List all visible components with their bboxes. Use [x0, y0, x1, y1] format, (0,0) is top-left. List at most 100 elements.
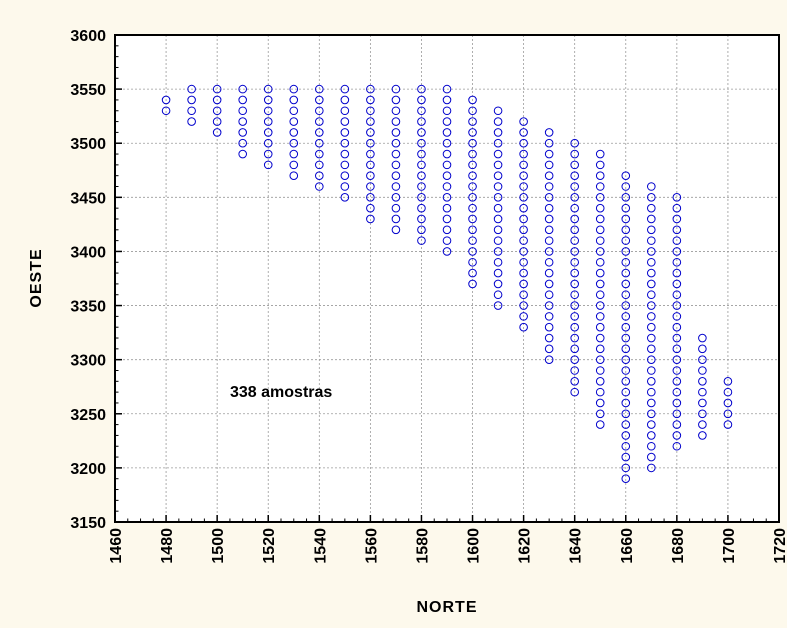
data-point	[723, 409, 733, 419]
data-point	[595, 322, 605, 332]
data-point	[544, 225, 554, 235]
data-point	[468, 247, 477, 256]
data-point	[493, 138, 503, 148]
data-point	[315, 138, 324, 148]
x-tick-label: 1580	[414, 528, 431, 564]
data-point	[570, 366, 579, 375]
data-point	[468, 257, 477, 267]
x-tick-label: 1640	[568, 528, 585, 564]
data-point	[212, 95, 222, 105]
data-point	[647, 366, 656, 375]
data-point	[672, 268, 682, 278]
data-point	[647, 214, 656, 224]
data-point	[519, 149, 528, 159]
data-point	[238, 95, 247, 105]
data-point	[544, 268, 554, 278]
data-point	[647, 236, 656, 245]
data-point	[647, 387, 656, 397]
data-point	[621, 312, 631, 321]
data-point	[340, 84, 350, 94]
data-point	[570, 160, 579, 170]
data-point	[621, 225, 631, 235]
data-point	[366, 128, 375, 137]
data-point	[647, 290, 656, 300]
data-point	[570, 312, 579, 321]
data-point	[570, 344, 579, 354]
data-point	[442, 95, 452, 105]
data-point	[647, 225, 656, 235]
data-point	[544, 203, 554, 213]
data-point	[570, 355, 579, 364]
data-point	[698, 377, 707, 386]
data-point	[391, 182, 401, 191]
x-tick-label: 1480	[159, 528, 176, 564]
data-point	[672, 355, 682, 364]
data-point	[366, 95, 375, 105]
y-tick-label: 3350	[70, 299, 106, 316]
data-point	[468, 182, 477, 191]
data-point	[544, 247, 554, 256]
x-tick-labels: 1460 1480 1500 1520 1540 1560 1580 1600 1620 1640…	[108, 528, 787, 564]
data-point	[698, 398, 707, 408]
data-point	[493, 149, 503, 159]
data-point	[391, 138, 401, 148]
data-point	[417, 160, 426, 170]
data-point	[493, 279, 503, 289]
data-point	[672, 431, 682, 440]
data-point	[468, 138, 477, 148]
data-point	[672, 377, 682, 386]
data-point	[544, 290, 554, 300]
data-point	[493, 203, 503, 213]
data-point	[723, 387, 733, 397]
data-point	[570, 290, 579, 300]
data-point	[647, 420, 656, 429]
data-point	[570, 171, 579, 180]
data-point	[442, 149, 452, 159]
data-point	[212, 106, 222, 116]
data-point	[595, 160, 605, 170]
data-point	[595, 290, 605, 300]
data-point	[621, 268, 631, 278]
x-tick-label: 1560	[363, 528, 380, 564]
data-point	[519, 236, 528, 245]
data-point	[238, 84, 247, 94]
data-point	[493, 268, 503, 278]
data-point	[647, 441, 656, 451]
data-point	[391, 106, 401, 116]
data-point	[595, 333, 605, 343]
data-point	[519, 301, 528, 310]
data-point	[442, 236, 452, 245]
y-tick-label: 3250	[70, 407, 106, 424]
data-point	[621, 398, 631, 408]
data-point	[238, 106, 247, 116]
data-point	[621, 257, 631, 267]
data-point	[391, 225, 401, 235]
data-point	[698, 409, 707, 419]
data-point	[442, 214, 452, 224]
data-point	[391, 128, 401, 137]
data-point	[647, 398, 656, 408]
data-point	[493, 160, 503, 170]
data-point	[391, 171, 401, 180]
grid-lines	[115, 35, 779, 522]
x-tick-label: 1620	[517, 528, 534, 564]
data-point	[570, 236, 579, 245]
data-point	[723, 420, 733, 429]
data-point	[621, 322, 631, 332]
data-point	[672, 398, 682, 408]
y-tick-label: 3400	[70, 244, 106, 261]
data-point	[647, 182, 656, 191]
data-point	[417, 214, 426, 224]
data-point	[544, 301, 554, 310]
data-point	[621, 236, 631, 245]
data-point	[698, 366, 707, 375]
data-point	[340, 193, 350, 202]
data-point	[417, 128, 426, 137]
data-point	[672, 409, 682, 419]
data-point	[187, 95, 196, 105]
data-point	[519, 312, 528, 321]
data-point	[544, 138, 554, 148]
x-tick-label: 1520	[261, 528, 278, 564]
data-point	[544, 128, 554, 137]
